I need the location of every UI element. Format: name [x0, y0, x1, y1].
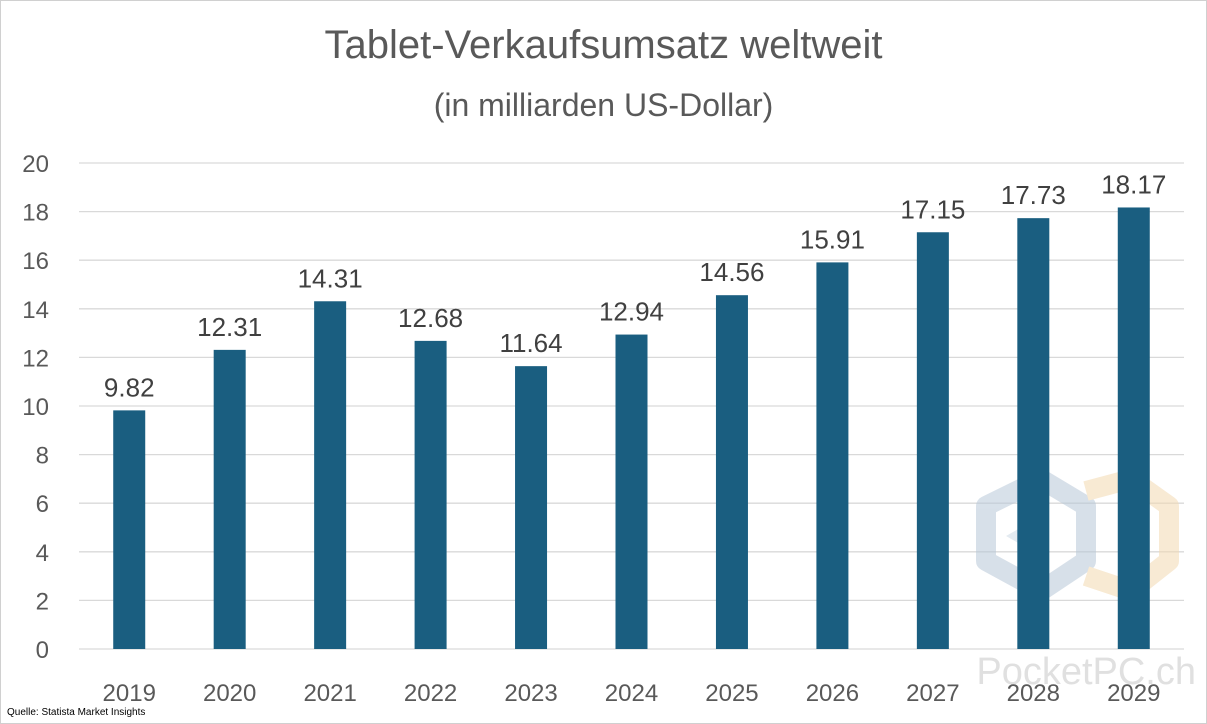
x-tick-label: 2029 [1107, 680, 1160, 707]
x-tick-label: 2025 [705, 680, 758, 707]
y-tick-label: 12 [22, 345, 49, 372]
data-label: 17.73 [1001, 180, 1066, 210]
chart-title: Tablet-Verkaufsumsatz weltweit [324, 23, 883, 67]
y-tick-label: 2 [36, 588, 49, 615]
x-tick-label: 2028 [1007, 680, 1060, 707]
y-tick-label: 16 [22, 248, 49, 275]
x-tick-label: 2019 [103, 680, 156, 707]
data-label: 9.82 [104, 372, 155, 402]
x-tick-label: 2026 [806, 680, 859, 707]
x-tick-label: 2024 [605, 680, 658, 707]
bar-2021 [314, 301, 347, 649]
y-tick-label: 20 [22, 151, 49, 178]
y-tick-label: 8 [36, 443, 49, 470]
bar-2026 [816, 262, 849, 649]
data-label: 11.64 [499, 328, 562, 358]
data-labels: 9.82 12.31 14.31 12.68 11.64 12.94 14.56 15.91 1… [104, 169, 1166, 402]
x-tick-label: 2022 [404, 680, 457, 707]
bar-2027 [916, 232, 949, 649]
data-label: 17.15 [900, 194, 965, 224]
y-tick-label: 0 [36, 637, 49, 664]
watermark-text: PocketPC.ch [976, 651, 1196, 693]
chart-subtitle: (in milliarden US-Dollar) [433, 87, 774, 123]
data-label: 14.31 [298, 263, 363, 293]
bar-2024 [615, 334, 648, 649]
x-tick-label: 2020 [203, 680, 256, 707]
source-note: Quelle: Statista Market Insights [7, 707, 146, 718]
data-label: 15.91 [800, 224, 865, 254]
y-tick-label: 14 [22, 297, 49, 324]
data-label: 12.94 [599, 297, 664, 327]
x-axis-tick-labels: 2019 2020 2021 2022 2023 2024 2025 2026 2027 2028… [103, 680, 1161, 707]
bar-2025 [715, 295, 748, 649]
x-tick-label: 2021 [303, 680, 356, 707]
y-tick-label: 6 [36, 491, 49, 518]
watermark: PocketPC.ch [976, 469, 1196, 693]
bar-2028 [1017, 218, 1050, 649]
y-axis-tick-labels: 0 2 4 6 8 10 12 14 16 18 20 [22, 151, 49, 664]
data-label: 18.17 [1101, 169, 1166, 199]
data-label: 14.56 [699, 257, 764, 287]
bar-2029 [1117, 207, 1150, 649]
y-tick-label: 18 [22, 200, 49, 227]
y-tick-label: 4 [36, 540, 49, 567]
x-tick-label: 2023 [504, 680, 557, 707]
y-tick-label: 10 [22, 394, 49, 421]
data-label: 12.68 [398, 303, 463, 333]
data-label: 12.31 [197, 312, 262, 342]
bar-2020 [213, 349, 246, 649]
x-tick-label: 2027 [906, 680, 959, 707]
bar-2023 [515, 366, 548, 649]
bars [113, 207, 1150, 649]
bar-2022 [414, 340, 447, 649]
bar-2019 [113, 410, 146, 649]
